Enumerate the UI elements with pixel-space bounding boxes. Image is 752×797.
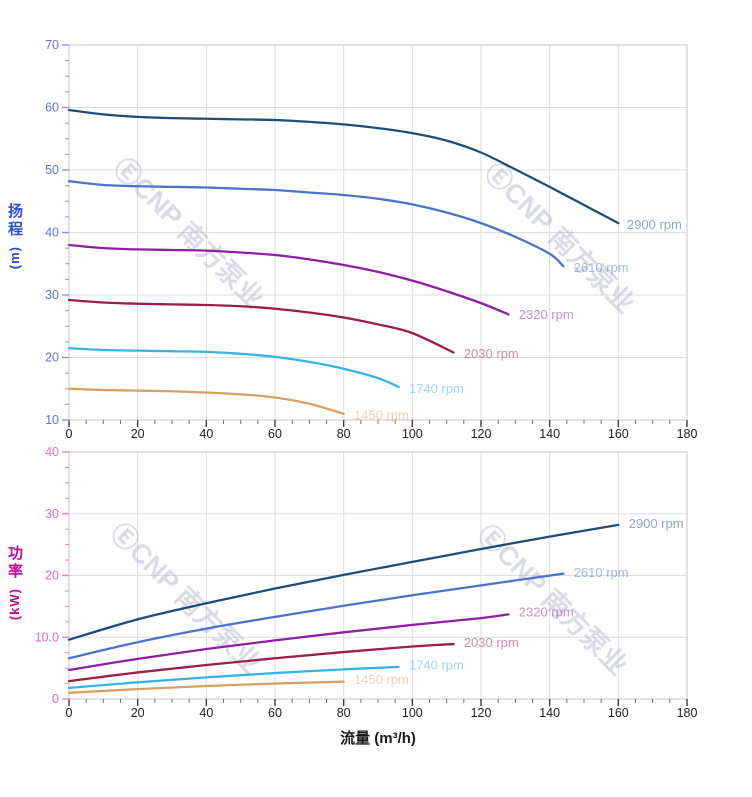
series-label-1740-rpm: 1740 rpm bbox=[409, 658, 464, 673]
x-tick-label: 160 bbox=[608, 706, 629, 720]
y-tick-label: 30 bbox=[45, 507, 59, 521]
series-label-2900-rpm: 2900 rpm bbox=[629, 516, 684, 531]
watermark-text: ⒺCNP 南方泵业 bbox=[472, 518, 635, 681]
series-label-1740-rpm: 1740 rpm bbox=[409, 381, 464, 396]
curve-2610-rpm bbox=[67, 180, 565, 268]
x-tick-label: 180 bbox=[677, 427, 698, 441]
series-label-2030-rpm: 2030 rpm bbox=[464, 346, 519, 361]
y-tick-label: 60 bbox=[45, 101, 59, 115]
head-axis-title-text: 扬程 bbox=[6, 203, 23, 239]
y-tick-label: 40 bbox=[45, 445, 59, 459]
head-axis-title: 扬程 (m) bbox=[6, 203, 23, 270]
curve-2320-rpm bbox=[67, 613, 510, 672]
x-tick-label: 0 bbox=[66, 706, 73, 720]
curve-2900-rpm bbox=[67, 108, 620, 225]
x-tick-label: 60 bbox=[268, 706, 282, 720]
power-axis-unit: (kW) bbox=[7, 588, 22, 621]
x-tick-label: 140 bbox=[539, 706, 560, 720]
x-tick-label: 40 bbox=[199, 427, 213, 441]
series-label-2030-rpm: 2030 rpm bbox=[464, 635, 519, 650]
curve-2030-rpm bbox=[67, 642, 455, 683]
curve-2030-rpm bbox=[67, 298, 455, 354]
curve-1450-rpm bbox=[67, 680, 345, 694]
series-label-1450-rpm: 1450 rpm bbox=[354, 672, 409, 687]
x-tick-label: 80 bbox=[337, 427, 351, 441]
x-tick-label: 180 bbox=[677, 706, 698, 720]
x-tick-label: 80 bbox=[337, 706, 351, 720]
x-tick-label: 120 bbox=[471, 427, 492, 441]
curve-2320-rpm bbox=[67, 243, 510, 316]
y-tick-label: 0 bbox=[52, 692, 59, 706]
power-axis-title-text: 功率 bbox=[6, 545, 23, 581]
curve-1740-rpm bbox=[67, 665, 400, 690]
x-tick-label: 20 bbox=[131, 427, 145, 441]
y-tick-label: 10 bbox=[45, 413, 59, 427]
y-tick-label: 70 bbox=[45, 38, 59, 52]
x-tick-label: 60 bbox=[268, 427, 282, 441]
x-tick-label: 160 bbox=[608, 427, 629, 441]
series-label-2320-rpm: 2320 rpm bbox=[519, 307, 574, 322]
curve-2610-rpm bbox=[67, 572, 565, 660]
x-tick-label: 100 bbox=[402, 427, 423, 441]
series-label-2900-rpm: 2900 rpm bbox=[627, 217, 682, 232]
y-tick-label: 20 bbox=[45, 569, 59, 583]
x-tick-label: 100 bbox=[402, 706, 423, 720]
curve-1450-rpm bbox=[67, 387, 345, 415]
y-tick-label: 20 bbox=[45, 351, 59, 365]
y-tick-label: 50 bbox=[45, 163, 59, 177]
series-label-2320-rpm: 2320 rpm bbox=[519, 605, 574, 620]
x-tick-label: 140 bbox=[539, 427, 560, 441]
flow-axis-title: 流量 (m³/h) bbox=[340, 730, 416, 747]
watermark-text: ⒺCNP 南方泵业 bbox=[105, 516, 268, 679]
curve-1740-rpm bbox=[67, 346, 400, 389]
series-label-1450-rpm: 1450 rpm bbox=[354, 408, 409, 423]
x-tick-label: 0 bbox=[66, 427, 73, 441]
x-tick-label: 120 bbox=[471, 706, 492, 720]
y-tick-label: 40 bbox=[45, 226, 59, 240]
curve-2900-rpm bbox=[67, 523, 620, 641]
series-label-2610-rpm: 2610 rpm bbox=[574, 260, 629, 275]
head-axis-unit: (m) bbox=[7, 246, 22, 270]
y-tick-label: 30 bbox=[45, 288, 59, 302]
x-tick-label: 40 bbox=[199, 706, 213, 720]
x-tick-label: 20 bbox=[131, 706, 145, 720]
series-label-2610-rpm: 2610 rpm bbox=[574, 565, 629, 580]
power-axis-title: 功率 (kW) bbox=[6, 545, 23, 621]
y-tick-label: 10.0 bbox=[35, 630, 59, 644]
